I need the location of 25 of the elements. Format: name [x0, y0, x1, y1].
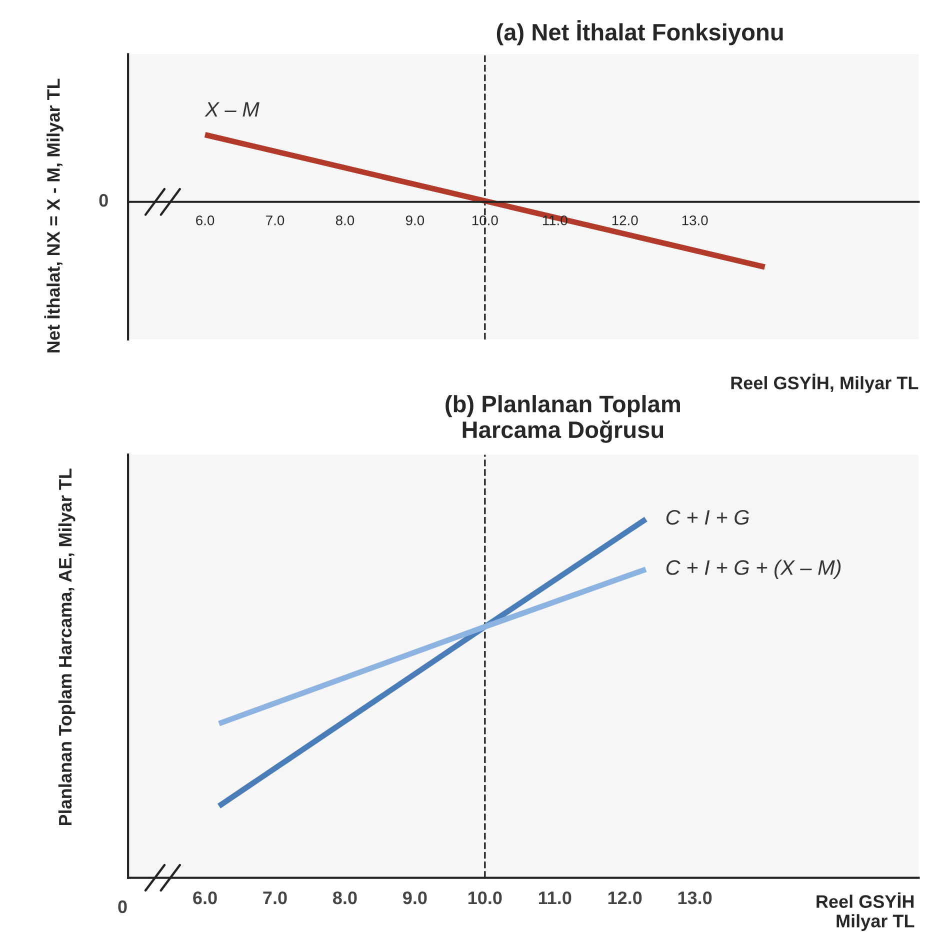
text: 0 — [99, 194, 108, 207]
x-tick-label: 11.0 — [538, 891, 572, 904]
x-tick-label: 8.0 — [332, 891, 357, 904]
x-tick-label: 8.0 — [336, 215, 354, 226]
x-tick-label: 6.0 — [196, 215, 214, 226]
x-tick-label: 13.0 — [682, 215, 708, 226]
series-label: X – M — [204, 102, 260, 117]
x-tick-label: 7.0 — [266, 215, 284, 226]
x-axis-title: Reel GSYİH, Milyar TL — [731, 374, 918, 393]
x-tick-label: 6.0 — [193, 891, 217, 904]
x-tick-label: 7.0 — [263, 891, 287, 904]
chart-title: (a) Net İthalat Fonksiyonu — [496, 20, 783, 46]
y-axis-title: Net İthalat, NX = X - M, Milyar TL — [44, 78, 64, 352]
x-tick-label: 13.0 — [678, 891, 712, 904]
series-label: C + I + G + (X – M) — [666, 560, 841, 580]
text: 0 — [118, 900, 127, 914]
x-axis-title: Reel GSYİH Milyar TL — [816, 892, 914, 931]
x-tick-label: 12.0 — [608, 891, 642, 904]
series-label: C + I + G — [666, 510, 749, 525]
x-tick-label: 10.0 — [468, 891, 502, 904]
x-tick-label: 9.0 — [403, 891, 427, 904]
x-tick-label: 12.0 — [612, 215, 638, 226]
y-axis-title: Planlanan Toplam Harcama, AE, Milyar TL — [58, 468, 76, 826]
x-tick-label: 9.0 — [406, 215, 424, 226]
chart-title: (b) Planlanan Toplam Harcama Doğrusu — [446, 395, 680, 443]
